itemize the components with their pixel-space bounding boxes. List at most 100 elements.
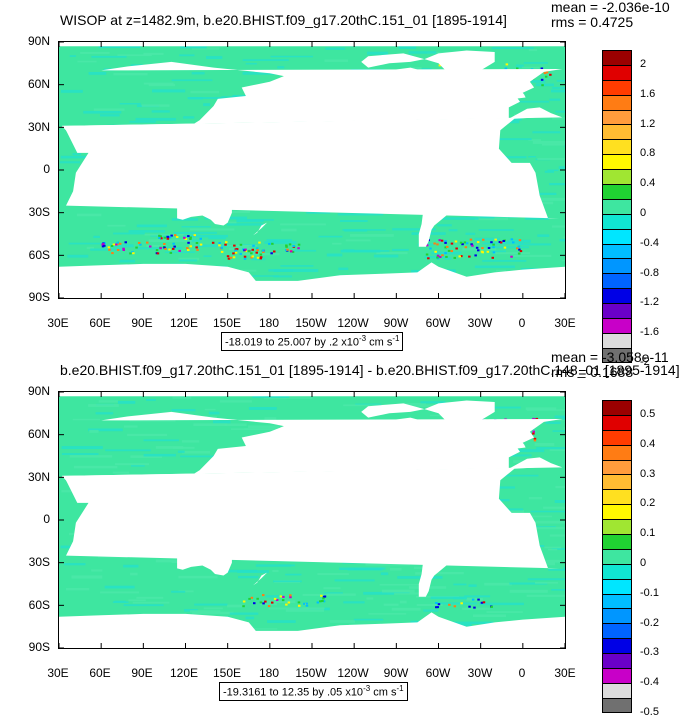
field-streak	[69, 243, 102, 245]
colorbar-swatch	[602, 683, 632, 698]
field-streak	[551, 589, 565, 591]
field-anomaly	[256, 249, 259, 251]
field-streak	[70, 55, 76, 57]
colorbar-swatch	[602, 95, 632, 110]
field-anomaly	[285, 604, 288, 606]
land-mask	[79, 189, 87, 206]
y-tick-label: 30S	[0, 206, 50, 218]
field-streak	[227, 223, 263, 225]
colorbar-label: 0.3	[640, 469, 655, 480]
field-streak	[73, 419, 100, 421]
field-streak	[529, 497, 542, 499]
mean-label: mean = -3.058e-11	[551, 350, 669, 365]
field-anomaly	[506, 63, 509, 65]
field-anomaly	[288, 602, 291, 604]
field-streak	[338, 268, 348, 271]
map-field	[59, 42, 565, 298]
field-anomaly	[448, 250, 451, 252]
field-streak	[71, 576, 102, 579]
field-streak	[508, 508, 523, 510]
field-anomaly	[289, 243, 292, 245]
field-streak	[550, 535, 565, 537]
field-streak	[531, 511, 566, 513]
field-anomaly	[433, 243, 436, 245]
field-streak	[144, 454, 176, 457]
colorbar-label: -0.4	[640, 677, 659, 688]
field-anomaly	[492, 246, 495, 248]
field-streak	[330, 620, 355, 623]
field-streak	[374, 255, 398, 258]
field-streak	[190, 229, 235, 231]
field-streak	[179, 54, 194, 56]
field-streak	[78, 61, 97, 63]
field-streak	[136, 597, 163, 599]
field-streak	[230, 613, 258, 615]
field-anomaly	[487, 251, 490, 253]
field-anomaly	[289, 596, 292, 598]
y-tick-label: 90N	[0, 385, 50, 397]
field-anomaly	[317, 602, 320, 604]
field-anomaly	[520, 250, 523, 252]
field-anomaly	[262, 250, 265, 252]
field-anomaly	[156, 249, 159, 251]
field-anomaly	[481, 247, 484, 249]
field-anomaly	[157, 252, 160, 254]
field-streak	[124, 604, 164, 606]
field-anomaly	[518, 246, 521, 248]
field-anomaly	[534, 439, 537, 441]
field-streak	[526, 407, 557, 410]
colorbar-swatch	[602, 333, 632, 348]
field-streak	[248, 425, 279, 428]
field-streak	[537, 234, 549, 237]
field-anomaly	[190, 245, 193, 247]
field-streak	[203, 103, 210, 106]
field-anomaly	[490, 241, 493, 243]
field-streak	[209, 412, 220, 415]
field-anomaly	[119, 243, 122, 245]
field-streak	[179, 260, 197, 262]
field-anomaly	[468, 606, 471, 608]
y-tick-label: 0	[0, 513, 50, 525]
field-anomaly	[297, 247, 300, 249]
colorbar-swatch	[602, 244, 632, 259]
field-streak	[280, 265, 313, 267]
field-anomaly	[292, 245, 295, 247]
field-streak	[61, 490, 71, 492]
colorbar-swatch	[602, 474, 632, 489]
field-anomaly	[252, 249, 255, 251]
field-streak	[552, 225, 565, 227]
field-streak	[236, 219, 263, 222]
field-anomaly	[504, 247, 507, 249]
colorbar-swatch	[602, 229, 632, 244]
range-units: cm s	[366, 337, 392, 349]
colorbar-swatch	[602, 80, 632, 95]
y-tick-label: 60N	[0, 428, 50, 440]
field-streak	[99, 46, 141, 48]
field-anomaly	[451, 243, 454, 245]
field-streak	[183, 116, 194, 118]
field-anomaly	[170, 252, 173, 254]
field-anomaly	[280, 595, 283, 597]
field-anomaly	[290, 250, 293, 252]
field-anomaly	[174, 234, 177, 236]
field-streak	[182, 451, 210, 454]
colorbar-label: -0.3	[640, 647, 659, 658]
field-streak	[527, 595, 565, 597]
field-anomaly	[166, 236, 169, 238]
field-anomaly	[477, 599, 480, 601]
field-anomaly	[189, 237, 192, 239]
field-streak	[262, 600, 295, 603]
field-streak	[277, 66, 284, 68]
field-anomaly	[544, 72, 547, 74]
x-tick-label: 90E	[120, 666, 164, 680]
field-streak	[409, 51, 437, 54]
field-anomaly	[252, 245, 255, 247]
field-streak	[546, 422, 561, 424]
field-streak	[560, 239, 566, 242]
colorbar-label: -0.1	[640, 588, 659, 599]
field-streak	[536, 84, 554, 87]
field-anomaly	[298, 244, 301, 246]
field-streak	[529, 49, 537, 51]
field-streak	[220, 400, 252, 402]
field-streak	[340, 220, 368, 222]
